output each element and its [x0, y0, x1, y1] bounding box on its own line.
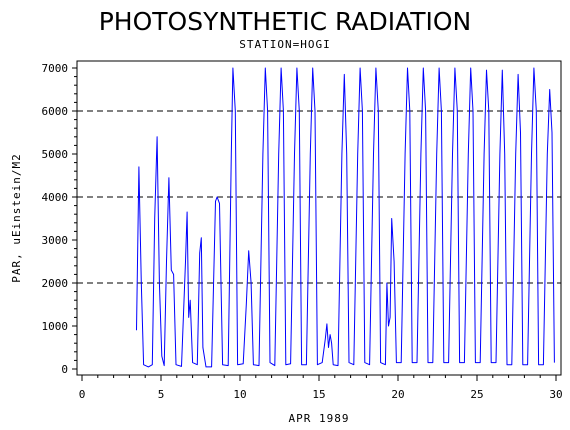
y-axis-label: PAR, uEinstein/M2	[10, 153, 23, 283]
y-tick-label: 6000	[42, 105, 69, 118]
x-tick-label: 25	[470, 388, 483, 401]
series-line	[136, 67, 555, 368]
y-tick-label: 0	[61, 363, 68, 376]
y-tick-label: 3000	[42, 234, 69, 247]
x-tick-label: 5	[158, 388, 165, 401]
y-tick-label: 1000	[42, 320, 69, 333]
x-tick-label: 20	[391, 388, 404, 401]
y-tick-label: 5000	[42, 148, 69, 161]
series-layer	[136, 67, 555, 368]
chart-subtitle: STATION=HOGI	[239, 38, 330, 51]
x-tick-label: 10	[233, 388, 246, 401]
x-axis: 0 5 10 15 20 25 30	[79, 375, 563, 401]
grid-lines	[77, 110, 561, 284]
x-axis-label: APR 1989	[289, 412, 350, 425]
y-tick-label: 7000	[42, 62, 69, 75]
y-tick-label: 2000	[42, 277, 69, 290]
x-tick-label: 15	[312, 388, 325, 401]
x-tick-label: 0	[79, 388, 86, 401]
y-tick-label: 4000	[42, 191, 69, 204]
chart-title: PHOTOSYNTHETIC RADIATION	[99, 7, 472, 36]
y-axis: 0 1000 2000 3000 4000 5000 6000 7000	[42, 62, 77, 376]
x-tick-label: 30	[549, 388, 562, 401]
